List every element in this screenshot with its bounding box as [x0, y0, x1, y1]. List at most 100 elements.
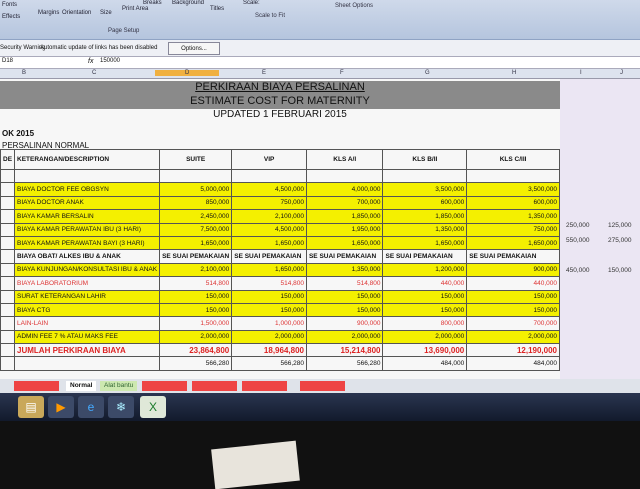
- value-cell[interactable]: 2,000,000: [231, 329, 307, 345]
- media-player-icon[interactable]: ▶: [48, 396, 74, 418]
- value-cell[interactable]: 3,500,000: [466, 182, 560, 197]
- col-header-d[interactable]: D: [155, 70, 220, 76]
- cell[interactable]: [0, 343, 16, 358]
- snowflake-icon[interactable]: ❄: [108, 396, 134, 418]
- value-cell[interactable]: SE SUAI PEMAKAIAN: [466, 249, 560, 264]
- col-header-i[interactable]: I: [580, 70, 582, 76]
- fonts-button[interactable]: Fonts: [2, 2, 18, 8]
- cell[interactable]: [0, 235, 16, 251]
- description-cell[interactable]: BIAYA KAMAR PERAWATAN IBU (3 HARI): [14, 222, 161, 237]
- background-button[interactable]: Background: [172, 0, 205, 6]
- cell[interactable]: [0, 209, 16, 224]
- value-cell[interactable]: 1,350,000: [382, 222, 468, 237]
- cell[interactable]: [0, 356, 16, 371]
- value-cell[interactable]: 150,000: [159, 302, 233, 318]
- value-cell[interactable]: 1,650,000: [466, 235, 560, 251]
- effects-button[interactable]: Effects: [2, 14, 21, 20]
- sheet-tab-normal[interactable]: Normal: [66, 381, 97, 391]
- cell[interactable]: [14, 168, 161, 184]
- value-cell[interactable]: 13,690,000: [382, 343, 468, 358]
- description-cell[interactable]: BIAYA KAMAR BERSALIN: [14, 209, 161, 224]
- value-cell[interactable]: 1,850,000: [305, 209, 384, 224]
- cell[interactable]: [0, 316, 16, 331]
- value-cell[interactable]: 2,000,000: [466, 329, 560, 345]
- value-cell[interactable]: 750,000: [231, 195, 307, 211]
- value-cell[interactable]: 7,500,000: [159, 222, 233, 237]
- sheet-tab[interactable]: [142, 381, 187, 391]
- value-cell[interactable]: 150,000: [305, 302, 384, 318]
- scale-field[interactable]: Scale:: [243, 0, 260, 6]
- cell[interactable]: [0, 222, 16, 237]
- value-cell[interactable]: 1,650,000: [231, 262, 307, 278]
- cell[interactable]: [0, 262, 16, 278]
- description-cell[interactable]: BIAYA DOCTOR ANAK: [14, 195, 161, 211]
- value-cell[interactable]: 1,500,000: [159, 316, 233, 331]
- fx-icon[interactable]: fx: [88, 58, 94, 65]
- print-titles-button[interactable]: Titles: [210, 6, 225, 12]
- value-cell[interactable]: 150,000: [305, 289, 384, 304]
- value-cell[interactable]: 1,350,000: [466, 209, 560, 224]
- value-cell[interactable]: 150,000: [466, 289, 560, 304]
- value-cell[interactable]: 700,000: [305, 195, 384, 211]
- cell[interactable]: [0, 168, 16, 184]
- value-cell[interactable]: 514,800: [305, 276, 384, 291]
- value-cell[interactable]: 150,000: [159, 289, 233, 304]
- description-cell[interactable]: ADMIN FEE 7 % ATAU MAKS FEE: [14, 329, 161, 345]
- description-cell[interactable]: BIAYA KUNJUNGAN/KONSULTASI IBU & ANAK: [14, 262, 161, 278]
- value-cell[interactable]: 514,800: [231, 276, 307, 291]
- folder-icon[interactable]: ▤: [18, 396, 44, 418]
- value-cell[interactable]: 15,214,800: [305, 343, 384, 358]
- description-cell[interactable]: BIAYA DOCTOR FEE OBGSYN: [14, 182, 161, 197]
- cell[interactable]: [0, 289, 16, 304]
- col-header-g[interactable]: G: [425, 70, 430, 76]
- value-cell[interactable]: 150,000: [382, 289, 468, 304]
- value-cell[interactable]: 12,190,000: [466, 343, 560, 358]
- description-cell[interactable]: JUMLAH PERKIRAAN BIAYA: [14, 343, 161, 358]
- value-cell[interactable]: 850,000: [159, 195, 233, 211]
- col-header-h[interactable]: H: [512, 70, 517, 76]
- value-cell[interactable]: 150,000: [231, 302, 307, 318]
- value-cell[interactable]: 23,864,800: [159, 343, 233, 358]
- value-cell[interactable]: 1,650,000: [382, 235, 468, 251]
- value-cell[interactable]: 566,280: [159, 356, 233, 371]
- value-cell[interactable]: 1,650,000: [159, 235, 233, 251]
- value-cell[interactable]: 18,964,800: [231, 343, 307, 358]
- value-cell[interactable]: 2,450,000: [159, 209, 233, 224]
- cell[interactable]: [466, 168, 560, 184]
- value-cell[interactable]: 750,000: [466, 222, 560, 237]
- sheet-tab[interactable]: [192, 381, 237, 391]
- value-cell[interactable]: 4,000,000: [305, 182, 384, 197]
- extra-value[interactable]: 125,000: [608, 222, 632, 229]
- col-header-e[interactable]: E: [262, 70, 267, 76]
- cell[interactable]: [382, 168, 468, 184]
- value-cell[interactable]: 150,000: [466, 302, 560, 318]
- cell[interactable]: [0, 249, 16, 264]
- col-header-f[interactable]: F: [340, 70, 344, 76]
- description-cell[interactable]: BIAYA OBAT/ ALKES IBU & ANAK: [14, 249, 161, 264]
- value-cell[interactable]: 2,000,000: [159, 329, 233, 345]
- value-cell[interactable]: 1,650,000: [231, 235, 307, 251]
- value-cell[interactable]: 1,000,000: [231, 316, 307, 331]
- margins-button[interactable]: Margins: [38, 10, 60, 16]
- extra-value[interactable]: 450,000: [566, 267, 590, 274]
- extra-value[interactable]: 250,000: [566, 222, 590, 229]
- value-cell[interactable]: SE SUAI PEMAKAIAN: [231, 249, 307, 264]
- value-cell[interactable]: 514,800: [159, 276, 233, 291]
- value-cell[interactable]: SE SUAI PEMAKAIAN: [382, 249, 468, 264]
- value-cell[interactable]: 600,000: [382, 195, 468, 211]
- value-cell[interactable]: 900,000: [305, 316, 384, 331]
- value-cell[interactable]: 1,850,000: [382, 209, 468, 224]
- cell[interactable]: [0, 329, 16, 345]
- col-header-j[interactable]: J: [620, 70, 623, 76]
- value-cell[interactable]: 4,500,000: [231, 222, 307, 237]
- sheet-tab[interactable]: [242, 381, 287, 391]
- value-cell[interactable]: 440,000: [382, 276, 468, 291]
- col-header-b[interactable]: B: [22, 70, 27, 76]
- value-cell[interactable]: 2,000,000: [305, 329, 384, 345]
- value-cell[interactable]: SE SUAI PEMAKAIAN: [305, 249, 384, 264]
- cell[interactable]: [305, 168, 384, 184]
- value-cell[interactable]: 700,000: [466, 316, 560, 331]
- value-cell[interactable]: 600,000: [466, 195, 560, 211]
- excel-icon[interactable]: X: [140, 396, 166, 418]
- cell[interactable]: [0, 182, 16, 197]
